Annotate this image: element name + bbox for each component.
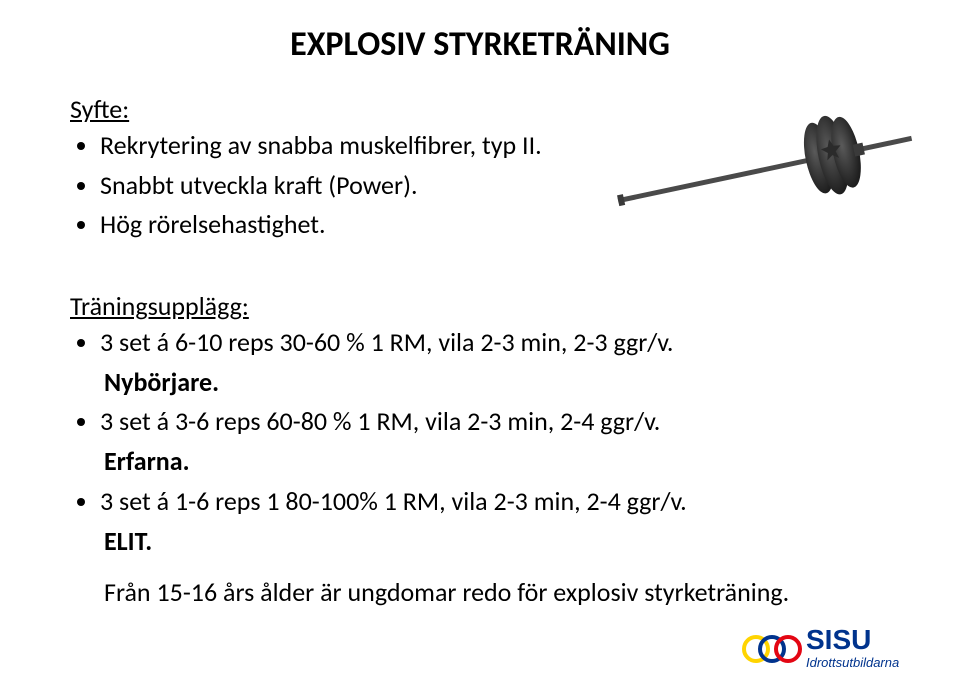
traning-sub: ELIT. bbox=[104, 523, 890, 561]
traning-item: 3 set á 1-6 reps 1 80-100% 1 RM, vila 2-… bbox=[100, 483, 890, 521]
slide: EXPLOSIV STYRKETRÄNING Syfte: Rekryterin… bbox=[0, 0, 960, 693]
page-title: EXPLOSIV STYRKETRÄNING bbox=[70, 24, 890, 65]
traning-item: 3 set á 3-6 reps 60-80 % 1 RM, vila 2-3 … bbox=[100, 403, 890, 441]
traning-heading: Träningsupplägg: bbox=[70, 290, 890, 322]
spacer bbox=[70, 266, 890, 286]
traning-note: Från 15-16 års ålder är ungdomar redo fö… bbox=[104, 574, 890, 612]
traning-list-2: 3 set á 3-6 reps 60-80 % 1 RM, vila 2-3 … bbox=[78, 403, 890, 441]
traning-sub: Erfarna. bbox=[104, 443, 890, 481]
traning-item: 3 set á 6-10 reps 30-60 % 1 RM, vila 2-3… bbox=[100, 324, 890, 362]
barbell-illustration bbox=[610, 90, 920, 250]
spacer bbox=[70, 562, 890, 572]
traning-list-1: 3 set á 6-10 reps 30-60 % 1 RM, vila 2-3… bbox=[78, 324, 890, 362]
sisu-logo: SISU Idrottsutbildarna bbox=[742, 619, 932, 679]
logo-brand: SISU bbox=[806, 624, 871, 655]
logo-sub: Idrottsutbildarna bbox=[806, 655, 899, 670]
traning-list-3: 3 set á 1-6 reps 1 80-100% 1 RM, vila 2-… bbox=[78, 483, 890, 521]
traning-section: Träningsupplägg: 3 set á 6-10 reps 30-60… bbox=[70, 290, 890, 612]
traning-sub: Nybörjare. bbox=[104, 364, 890, 402]
